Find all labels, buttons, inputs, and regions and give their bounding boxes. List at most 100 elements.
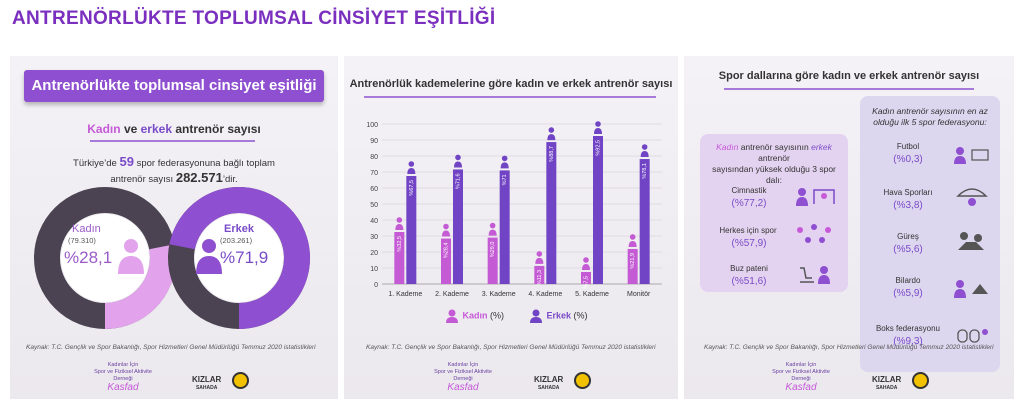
football-logo-icon: [574, 372, 591, 389]
y-tick-label: 30: [370, 234, 378, 241]
person-icon: [583, 257, 589, 263]
association-logo: Kadınlar İçin Spor ve Fiziksel Aktivite De…: [772, 362, 830, 393]
person-icon: [455, 154, 461, 161]
person-icon: [548, 127, 555, 133]
donut-charts: [34, 187, 310, 329]
person-icon: [501, 155, 508, 162]
federation-name: Boks federasyonu: [875, 324, 941, 333]
women-donut-center: [61, 214, 149, 302]
men-count: (203.261): [220, 236, 253, 245]
football-logo-icon: [912, 372, 929, 389]
gymnastics-icon: [796, 188, 835, 206]
federation-value: (%9,3): [893, 336, 923, 347]
y-tick-label: 10: [370, 266, 378, 273]
person-icon-body: [454, 161, 462, 168]
women-donut-share: [104, 244, 176, 329]
sport-value: (%57,9): [731, 238, 767, 249]
bar-women: [441, 238, 451, 284]
association-logo: Kadınlar İçin Spor ve Fiziksel Aktivite De…: [94, 362, 152, 393]
x-tick-label: 1. Kademe: [388, 291, 422, 298]
women-label: Kadın: [72, 223, 101, 235]
bar-men: [546, 142, 557, 284]
woman-icon: [118, 239, 144, 274]
subtitle-underline: [90, 140, 255, 142]
bar-value-label: %78,1: [642, 163, 648, 179]
federation-name: Güreş: [897, 232, 919, 241]
person-icon-body: [547, 134, 556, 141]
ice-skating-icon: [800, 266, 830, 284]
men-donut-share: [169, 187, 310, 329]
subtitle: Kadın ve erkek antrenör sayısı: [87, 122, 261, 136]
panel-title-underline: [724, 88, 974, 90]
bar-value-label: %71,6: [455, 173, 461, 189]
federation-name: Futbol: [896, 142, 920, 151]
intro-line-1: Türkiye’de 59 spor federasyonuna bağlı t…: [73, 154, 275, 169]
bar-value-label: %28,4: [443, 243, 449, 259]
y-tick-label: 90: [370, 138, 378, 145]
source-note: Kaynak: T.C. Gençlik ve Spor Bakanlığı, …: [704, 344, 994, 351]
football-icon: [954, 147, 989, 164]
source-note: Kaynak: T.C. Gençlik ve Spor Bakanlığı, …: [26, 344, 316, 351]
source-note: Kaynak: T.C. Gençlik ve Spor Bakanlığı, …: [366, 344, 656, 351]
person-icon: [396, 217, 403, 223]
y-tick-label: 50: [370, 202, 378, 209]
y-tick-label: 60: [370, 186, 378, 193]
association-logo: Kadınlar İçin Spor ve Fiziksel Aktivite De…: [434, 362, 492, 393]
bar-men: [639, 159, 650, 284]
women-count: (79.310): [68, 236, 96, 245]
person-icon-body: [640, 151, 649, 158]
chart-title: Antrenörlük kademelerine göre kadın ve e…: [349, 78, 673, 90]
federation-value: (%0,3): [893, 154, 923, 165]
legend-women: Kadın (%): [444, 309, 504, 323]
least-women-box: Kadın antrenör sayısının en az olduğu il…: [860, 96, 1000, 372]
women-percentage: %28,1: [64, 248, 113, 267]
person-icon-body: [442, 230, 450, 237]
intro-line-2: antrenör sayısı 282.571’dir.: [110, 170, 238, 185]
bar-women: [581, 272, 591, 284]
bar-women: [627, 248, 638, 284]
person-icon: [641, 144, 648, 150]
bar-value-label: %92,5: [595, 140, 601, 156]
bar-women: [394, 232, 405, 284]
wrestling-icon: [958, 232, 984, 250]
bar-men: [593, 136, 603, 284]
bar-value-label: %21,9: [630, 253, 636, 269]
bar-value-label: %67,5: [409, 180, 415, 196]
panel-ribbon-title: Antrenörlükte toplumsal cinsiyet eşitliğ…: [24, 70, 324, 102]
page-title: ANTRENÖRLÜKTE TOPLUMSAL CİNSİYET EŞİTLİĞ…: [12, 8, 496, 29]
higher-women-box: Kadın antrenör sayısının erkek antrenör …: [700, 134, 848, 292]
person-icon-body: [582, 264, 590, 270]
bar-value-label: %71: [502, 174, 508, 185]
boxing-icon: [957, 329, 988, 343]
y-tick-label: 0: [374, 282, 378, 289]
person-icon: [443, 223, 449, 230]
x-tick-label: 4. Kademe: [528, 291, 562, 298]
x-tick-label: 3. Kademe: [482, 291, 516, 298]
y-tick-label: 100: [366, 122, 378, 129]
bar-value-label: %32,5: [397, 236, 403, 252]
person-icon-body: [628, 240, 637, 247]
federation-value: (%5,6): [893, 244, 923, 255]
sport-value: (%51,6): [731, 276, 767, 287]
bar-chart: 0 10 20 30 40 50 60 70 80 90 100 %32,5 %67,5 1. Kadem…: [366, 121, 662, 298]
sport-name: Buz pateni: [730, 264, 768, 273]
man-icon: [196, 239, 222, 274]
y-tick-label: 70: [370, 170, 378, 177]
football-logo-icon: [232, 372, 249, 389]
y-tick-label: 40: [370, 218, 378, 225]
sport-value: (%77,2): [731, 198, 767, 209]
person-icon-body: [488, 229, 497, 236]
air-sports-icon: [956, 188, 988, 206]
bar-men: [406, 176, 417, 284]
men-label: Erkek: [224, 223, 254, 235]
gender-ratio-panel: Antrenörlükte toplumsal cinsiyet eşitliğ…: [10, 56, 338, 399]
bar-men: [453, 169, 463, 284]
bar-value-label: %88,7: [549, 146, 555, 162]
bar-value-label: %7,5: [583, 276, 589, 289]
legend-men-icon: [530, 309, 542, 323]
person-icon-body: [500, 162, 509, 169]
sports-branches-panel: Spor dallarına göre kadın ve erkek antre…: [684, 56, 1014, 399]
x-tick-label: Monitör: [627, 291, 651, 298]
person-icon: [489, 222, 496, 229]
y-tick-label: 20: [370, 250, 378, 257]
